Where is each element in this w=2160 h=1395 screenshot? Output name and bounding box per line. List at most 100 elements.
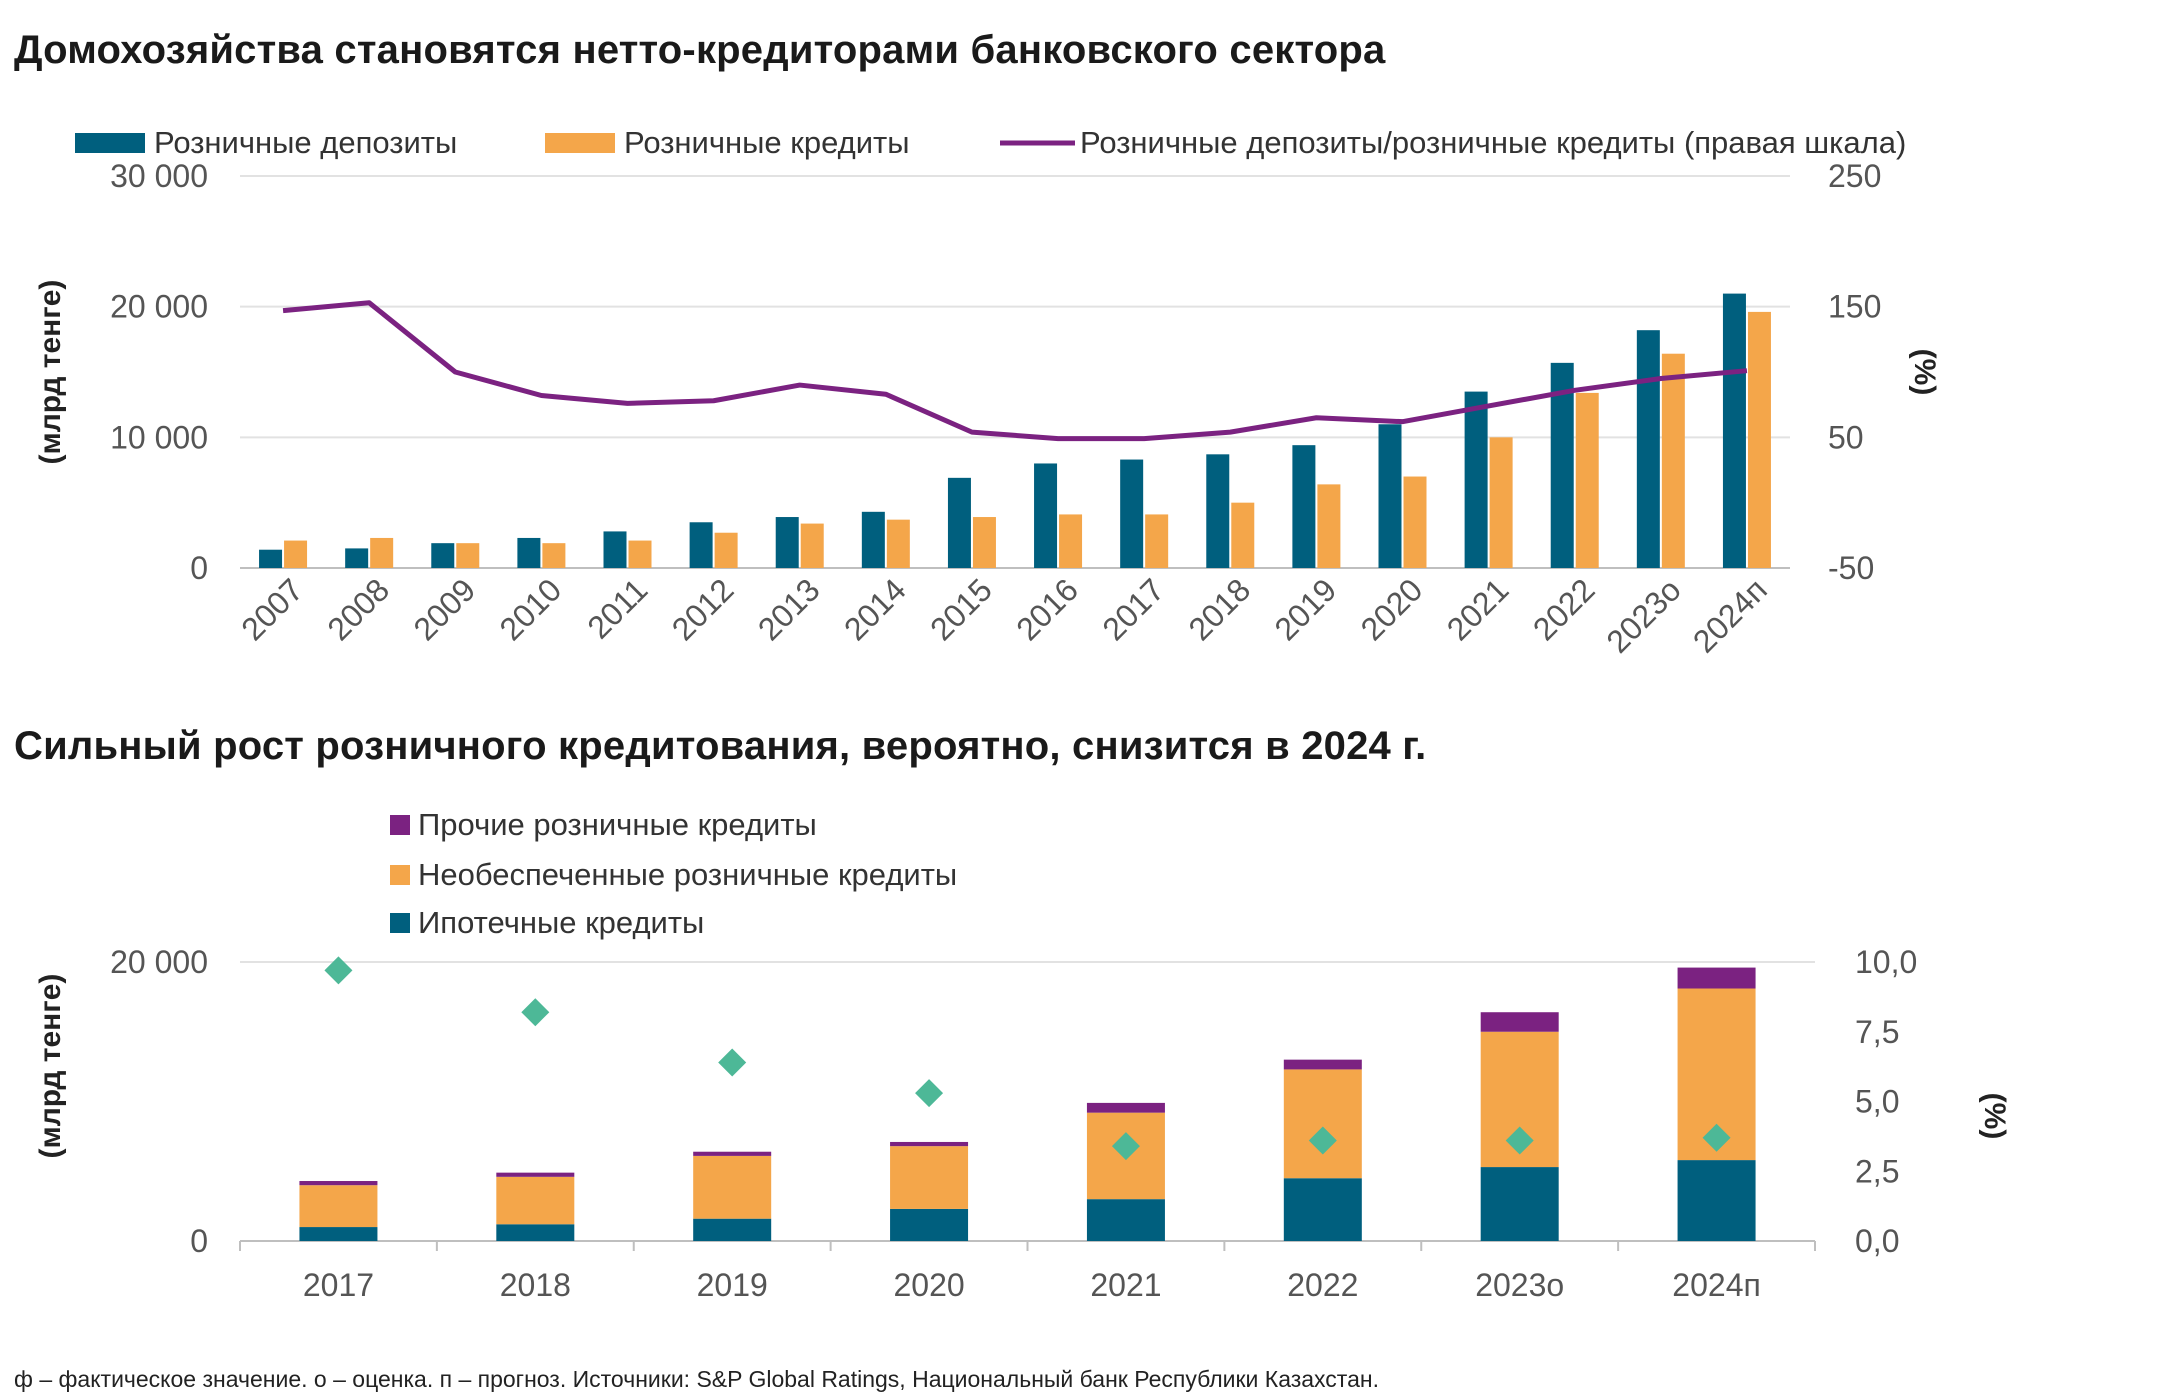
legend-label-deposits: Розничные депозиты <box>154 125 457 160</box>
legend-other-label: Прочие розничные кредиты <box>418 807 817 842</box>
bar-mortgage <box>299 1227 378 1241</box>
bar-other <box>299 1181 378 1186</box>
bar-deposits <box>517 537 541 568</box>
x-tick-label: 2022 <box>1287 1267 1358 1303</box>
bar-unsecured <box>496 1176 575 1225</box>
y-tick-label: 20 000 <box>110 289 208 325</box>
bar-loans <box>972 517 996 568</box>
y2-tick-label: 2,5 <box>1855 1153 1899 1189</box>
x-tick-label: 2024п <box>1672 1267 1761 1303</box>
y-tick-label: 0 <box>190 1223 208 1259</box>
legend-label-loans: Розничные кредиты <box>624 125 910 160</box>
bar-other <box>1283 1059 1362 1070</box>
bar-loans <box>1231 502 1255 568</box>
marker-diamond <box>915 1079 944 1108</box>
bar-loans <box>370 537 394 568</box>
marker-diamond <box>1111 1132 1140 1161</box>
bar-loans <box>800 523 824 568</box>
y-tick-label: 10 000 <box>110 419 208 455</box>
bar-other <box>693 1151 772 1156</box>
bar-other <box>496 1172 575 1177</box>
bar-deposits <box>431 543 455 568</box>
bar-deposits <box>1378 424 1402 568</box>
y2-tick-label: -50 <box>1828 550 1874 586</box>
bar-deposits <box>861 511 885 568</box>
legend-unsecured-label: Необеспеченные розничные кредиты <box>418 857 957 892</box>
y-tick-label: 0 <box>190 550 208 586</box>
bar-other <box>1480 1012 1559 1032</box>
chart2-title: Сильный рост розничного кредитования, ве… <box>14 724 1427 768</box>
bar-mortgage <box>1283 1178 1362 1241</box>
bar-deposits <box>1550 362 1574 568</box>
bar-mortgage <box>1480 1167 1559 1241</box>
y-axis-label: (млрд тенге) <box>34 974 67 1159</box>
chart1: 0 10 000 20 000 30 000 -50 50 150 250 (млрд тенг… <box>34 125 1941 660</box>
y2-tick-label: 0,0 <box>1855 1223 1899 1259</box>
bar-loans <box>1575 392 1599 568</box>
bar-deposits <box>259 549 283 568</box>
bar-deposits <box>689 522 713 568</box>
footnote: ф – фактическое значение. о – оценка. п … <box>14 1366 1379 1392</box>
marker-diamond <box>1308 1126 1337 1155</box>
x-tick-label: 2023о <box>1475 1267 1564 1303</box>
bar-other <box>1086 1102 1165 1113</box>
bar-mortgage <box>496 1224 575 1241</box>
bar-unsecured <box>299 1185 378 1228</box>
bar-mortgage <box>693 1218 772 1241</box>
bar-loans <box>1747 311 1771 568</box>
legend-mortgage-swatch <box>390 913 410 933</box>
bar-mortgage <box>890 1208 969 1241</box>
marker-diamond <box>1505 1126 1534 1155</box>
bar-deposits <box>1636 330 1660 568</box>
bar-loans <box>1661 353 1685 568</box>
x-tick-label: 2019 <box>697 1267 768 1303</box>
bar-loans <box>1403 476 1427 568</box>
bar-deposits <box>1464 391 1488 568</box>
marker-diamond <box>1702 1123 1731 1152</box>
marker-diamond <box>324 956 353 985</box>
bar-loans <box>628 540 652 568</box>
bar-other <box>890 1141 969 1147</box>
y2-tick-label: 10,0 <box>1855 944 1917 980</box>
marker-diamond <box>521 998 550 1027</box>
x-tick-label: 2018 <box>500 1267 571 1303</box>
x-tick-label: 2017 <box>303 1267 374 1303</box>
bar-loans <box>1317 484 1341 568</box>
bar-loans <box>1145 514 1169 568</box>
bar-mortgage <box>1677 1160 1756 1241</box>
legend-unsecured-swatch <box>390 865 410 885</box>
y2-tick-label: 7,5 <box>1855 1014 1899 1050</box>
legend-swatch-loans <box>545 133 615 153</box>
x-tick-label: 2020 <box>893 1267 964 1303</box>
bar-mortgage <box>1086 1199 1165 1241</box>
y2-axis-label: (%) <box>1978 1093 2011 1140</box>
bar-loans <box>456 543 480 568</box>
bar-loans <box>1059 514 1083 568</box>
bar-deposits <box>1034 463 1058 568</box>
bar-loans <box>542 543 566 568</box>
bar-deposits <box>1292 445 1316 568</box>
y2-tick-label: 150 <box>1828 289 1881 325</box>
bar-loans <box>1489 437 1513 568</box>
bar-loans <box>714 532 738 568</box>
bar-unsecured <box>1283 1069 1362 1179</box>
bar-deposits <box>603 531 627 568</box>
chart1-title: Домохозяйства становятся нетто-кредитора… <box>14 28 1386 72</box>
y2-tick-label: 50 <box>1828 419 1864 455</box>
legend-mortgage-label: Ипотечные кредиты <box>418 905 704 940</box>
legend-swatch-deposits <box>75 133 145 153</box>
legend-other-swatch <box>390 815 410 835</box>
bar-other <box>1677 967 1756 989</box>
y2-tick-label: 250 <box>1828 158 1881 194</box>
bar-loans <box>886 519 910 568</box>
bar-loans <box>284 540 308 568</box>
y-tick-label: 30 000 <box>110 158 208 194</box>
marker-diamond <box>718 1048 747 1077</box>
x-tick-label: 2021 <box>1090 1267 1161 1303</box>
bar-unsecured <box>693 1155 772 1219</box>
y2-axis-label: (%) <box>1908 349 1941 396</box>
bar-deposits <box>1722 293 1746 568</box>
bar-deposits <box>1206 454 1230 568</box>
bar-deposits <box>947 477 971 568</box>
